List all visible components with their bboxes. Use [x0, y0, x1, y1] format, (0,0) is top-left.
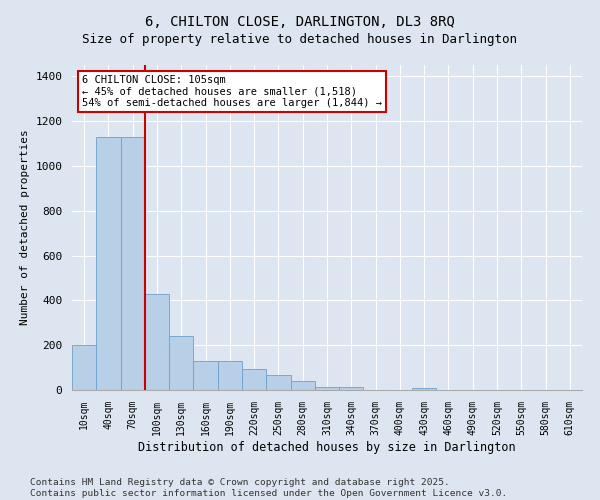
Bar [266, 376, 290, 390]
Text: Contains HM Land Registry data © Crown copyright and database right 2025.
Contai: Contains HM Land Registry data © Crown c… [30, 478, 507, 498]
Text: 6, CHILTON CLOSE, DARLINGTON, DL3 8RQ: 6, CHILTON CLOSE, DARLINGTON, DL3 8RQ [145, 15, 455, 29]
Bar [412, 388, 436, 390]
Bar [96, 136, 121, 390]
Bar [169, 336, 193, 390]
Bar [193, 361, 218, 390]
Bar [290, 381, 315, 390]
Bar [72, 345, 96, 390]
Bar [242, 368, 266, 390]
Y-axis label: Number of detached properties: Number of detached properties [20, 130, 30, 326]
Bar [315, 386, 339, 390]
Bar [218, 361, 242, 390]
Bar [121, 136, 145, 390]
Text: Size of property relative to detached houses in Darlington: Size of property relative to detached ho… [83, 32, 517, 46]
Text: 6 CHILTON CLOSE: 105sqm
← 45% of detached houses are smaller (1,518)
54% of semi: 6 CHILTON CLOSE: 105sqm ← 45% of detache… [82, 74, 382, 108]
X-axis label: Distribution of detached houses by size in Darlington: Distribution of detached houses by size … [138, 440, 516, 454]
Bar [339, 386, 364, 390]
Bar [145, 294, 169, 390]
